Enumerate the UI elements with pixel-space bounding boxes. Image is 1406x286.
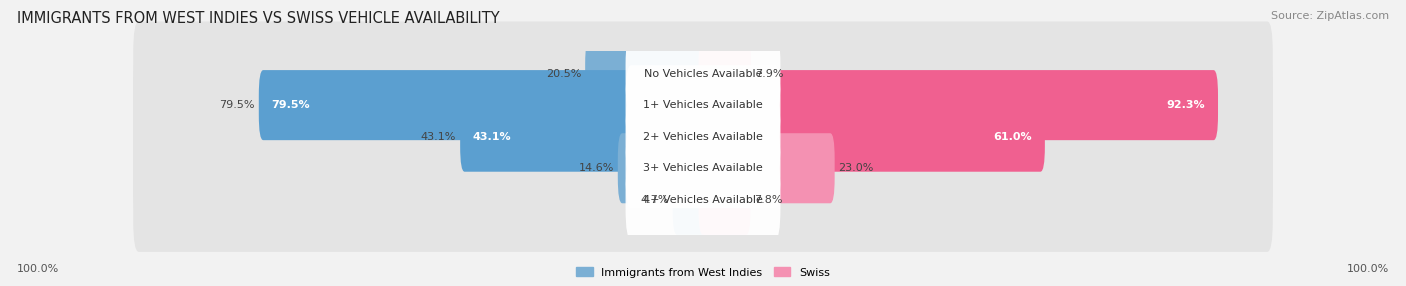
Text: 2+ Vehicles Available: 2+ Vehicles Available [643,132,763,142]
Text: 43.1%: 43.1% [472,132,512,142]
Text: IMMIGRANTS FROM WEST INDIES VS SWISS VEHICLE AVAILABILITY: IMMIGRANTS FROM WEST INDIES VS SWISS VEH… [17,11,499,26]
Text: 79.5%: 79.5% [271,100,311,110]
FancyBboxPatch shape [699,39,751,109]
FancyBboxPatch shape [626,97,780,176]
FancyBboxPatch shape [585,39,707,109]
Text: 61.0%: 61.0% [994,132,1032,142]
Legend: Immigrants from West Indies, Swiss: Immigrants from West Indies, Swiss [576,267,830,278]
Text: 7.8%: 7.8% [755,195,783,205]
Text: 4+ Vehicles Available: 4+ Vehicles Available [643,195,763,205]
Text: No Vehicles Available: No Vehicles Available [644,69,762,79]
Text: 1+ Vehicles Available: 1+ Vehicles Available [643,100,763,110]
FancyBboxPatch shape [134,21,1272,126]
Text: 100.0%: 100.0% [17,264,59,274]
FancyBboxPatch shape [617,133,707,203]
FancyBboxPatch shape [134,116,1272,220]
Text: 43.1%: 43.1% [420,132,457,142]
FancyBboxPatch shape [699,102,1045,172]
FancyBboxPatch shape [626,160,780,240]
FancyBboxPatch shape [699,165,751,235]
Text: Source: ZipAtlas.com: Source: ZipAtlas.com [1271,11,1389,21]
FancyBboxPatch shape [134,53,1272,157]
Text: 100.0%: 100.0% [1347,264,1389,274]
Text: 14.6%: 14.6% [578,163,614,173]
FancyBboxPatch shape [134,85,1272,189]
FancyBboxPatch shape [460,102,707,172]
Text: 92.3%: 92.3% [1167,100,1205,110]
FancyBboxPatch shape [134,148,1272,252]
FancyBboxPatch shape [259,70,707,140]
Text: 3+ Vehicles Available: 3+ Vehicles Available [643,163,763,173]
FancyBboxPatch shape [672,165,707,235]
FancyBboxPatch shape [626,65,780,145]
FancyBboxPatch shape [699,133,835,203]
Text: 4.7%: 4.7% [640,195,669,205]
Text: 20.5%: 20.5% [546,69,581,79]
Text: 79.5%: 79.5% [219,100,254,110]
Text: 23.0%: 23.0% [838,163,875,173]
FancyBboxPatch shape [699,70,1218,140]
FancyBboxPatch shape [626,128,780,208]
Text: 7.9%: 7.9% [755,69,783,79]
FancyBboxPatch shape [626,34,780,114]
